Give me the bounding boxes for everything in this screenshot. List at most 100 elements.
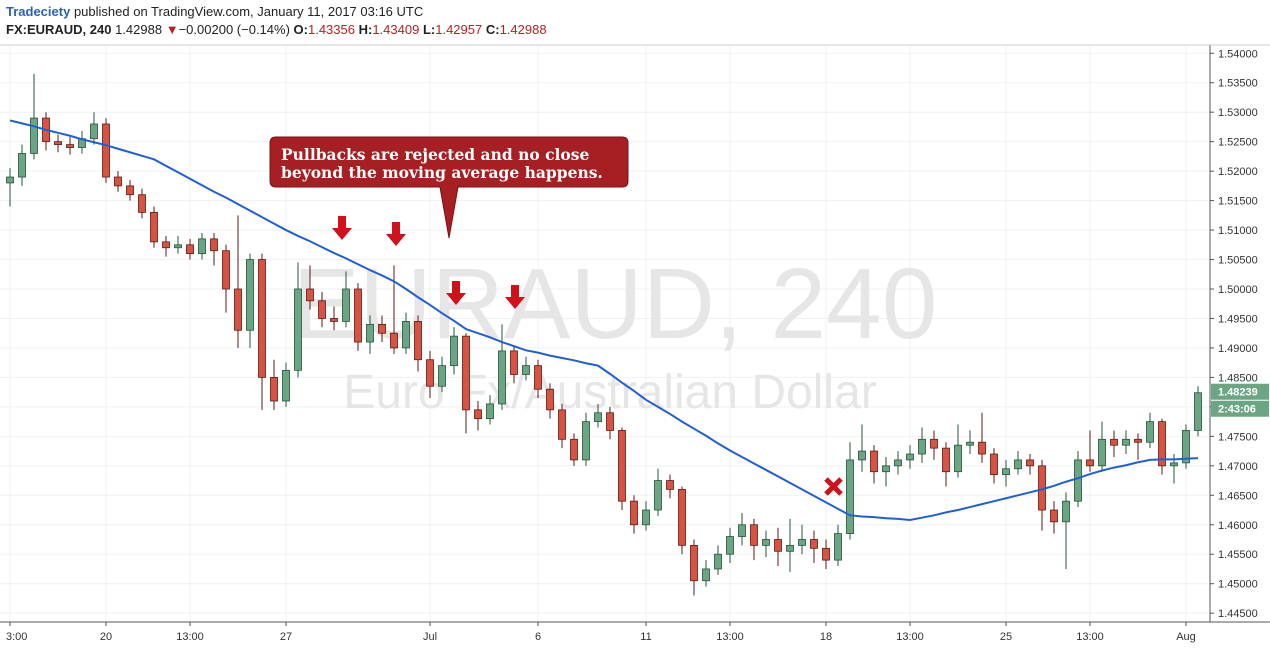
x-tick-label: 13:00 [896,631,924,643]
candle-body [186,244,194,255]
candle-body [258,259,266,378]
candle-body [90,123,98,140]
candle-body [606,412,614,431]
candle-body [726,536,734,555]
y-tick-label: 1.52500 [1218,137,1258,149]
candle-body [582,421,590,461]
candle-body [162,241,170,249]
candle-body [750,524,758,546]
candle-body [402,321,410,349]
y-tick-label: 1.46500 [1218,490,1258,502]
high: 1.43409 [372,22,420,37]
candle-body [294,288,302,371]
y-tick-label: 1.49000 [1218,343,1258,355]
candle-body [738,524,746,537]
candle-body [618,430,626,502]
published: published on TradingView.com, January 11… [73,4,424,19]
candle-body [690,544,698,582]
candle-body [954,444,962,473]
candle-body [1074,459,1082,502]
down-arrow [386,222,406,246]
annotation-line: Pullbacks are rejected and no close [281,145,589,164]
x-mark [824,477,843,496]
y-tick-label: 1.45000 [1218,579,1258,591]
candle-body [150,211,158,243]
x-tick-label: 6 [535,631,541,643]
candle-body [1014,459,1022,470]
y-tick-label: 1.52000 [1218,166,1258,178]
candle-body [1026,459,1034,467]
candle-body [1170,462,1178,467]
candle-body [1182,430,1190,464]
y-tick-label: 1.50000 [1218,284,1258,296]
candle-body [594,412,602,423]
candle-body [906,453,914,461]
down-triangle: ▼ [165,22,179,37]
y-tick-label: 1.44500 [1218,608,1258,620]
candle-body [702,568,710,582]
y-tick-label: 1.47000 [1218,461,1258,473]
candle-body [270,377,278,402]
candle-body [510,350,518,375]
candle-body [858,450,866,461]
y-tick-label: 1.50500 [1218,255,1258,267]
candle-body [774,539,782,552]
candle-body [318,300,326,319]
candle-body [882,465,890,473]
candle-body [306,288,314,302]
y-tick-label: 1.51500 [1218,196,1258,208]
candle-body [990,453,998,476]
candle-body [1158,421,1166,467]
annotation: Pullbacks are rejected and no close beyo… [269,136,629,239]
x-mark-stroke [824,477,843,496]
candle-body [966,441,974,446]
candle-body [330,318,338,322]
y-tick-label: 1.54000 [1218,48,1258,60]
candle-body [342,288,350,322]
candle-body [18,153,26,178]
publisher[interactable]: Tradeciety [6,4,71,19]
candle-body [438,365,446,387]
candle-body [450,335,458,367]
price: 1.42988 [115,22,163,37]
candle-body [366,323,374,343]
candle-body [1122,438,1130,446]
countdown-box [1211,400,1269,417]
candle-body [918,438,926,455]
candle-body [810,539,818,549]
x-tick-label: 25 [1000,631,1012,643]
axes: 1.44500 1.45000 1.45500 1.46000 1.46500 1.470… [6,48,1269,643]
candle-body [246,259,254,331]
candle-body [66,144,74,148]
y-tick-label: 1.48500 [1218,372,1258,384]
header: Tradeciety published on TradingView.com,… [6,3,547,39]
x-tick-label: 3:00 [6,631,27,643]
candle-body [498,350,506,405]
x-tick-label: 11 [640,631,651,643]
y-tick-label: 1.47500 [1218,431,1258,443]
candle-body [414,321,422,361]
candle-body [378,323,386,334]
arrows [332,216,525,309]
y-tick-label: 1.53000 [1218,107,1258,119]
candle-body [834,533,842,561]
x-tick-label: Aug [1176,631,1196,643]
last-price-label: 1.48239 [1218,387,1258,399]
candle-body [930,438,938,449]
low: 1.42957 [435,22,483,37]
candle-body [138,194,146,213]
header-line-2: FX:EURAUD, 240 1.42988 ▼−0.00200 (−0.14%… [6,21,547,39]
candle-body [522,365,530,375]
candle-body [6,176,14,184]
x-tick-label: 13:00 [1076,631,1104,643]
symbol: FX:EURAUD, 240 [6,22,112,37]
candle-body [1062,500,1070,523]
x-tick-label: 27 [280,631,292,643]
x-tick-label: 13:00 [176,631,204,643]
moving-average [9,119,1199,522]
low-label: L: [422,22,436,37]
candle-body [546,388,554,411]
candle-body [486,403,494,420]
candle-body [654,480,662,511]
